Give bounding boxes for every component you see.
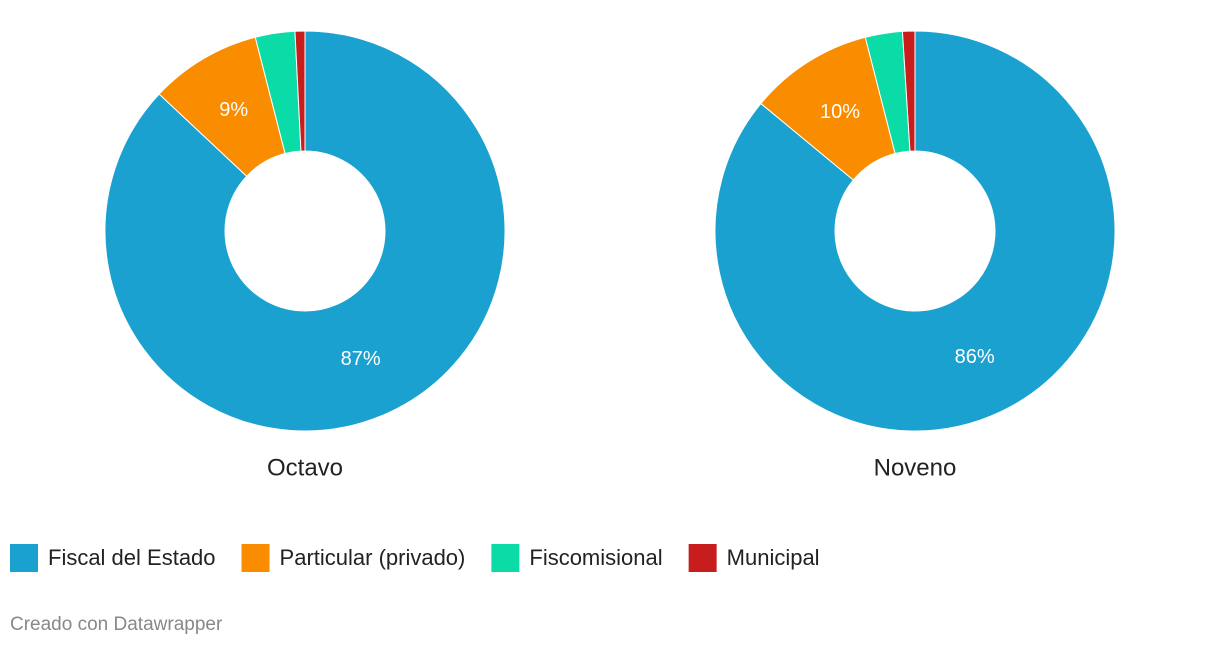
slice-label: 10% [820,101,860,123]
legend-swatch [688,544,717,572]
legend-label: Fiscal del Estado [48,545,216,570]
legend-label: Particular (privado) [280,545,466,570]
slice [104,30,506,432]
legend-swatch [10,544,38,572]
slice-label: 87% [341,348,381,370]
slice-label: 86% [955,346,995,368]
legend-swatch [241,544,270,572]
legend-label: Fiscomisional [529,545,662,570]
slice [714,30,1116,432]
slice [901,30,916,152]
legend-swatch [491,544,520,572]
slice [294,30,306,152]
chart-title: Octavo [267,454,343,481]
chart-title: Noveno [874,454,957,481]
slice-label: 9% [219,99,248,121]
footer: Creado con Datawrapper [10,614,223,635]
legend-label: Municipal [727,545,820,570]
